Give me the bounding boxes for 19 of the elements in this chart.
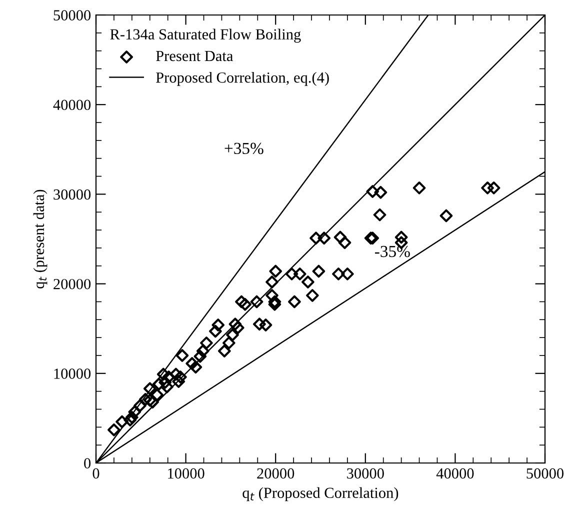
legend-title: R-134a Saturated Flow Boiling — [110, 28, 301, 43]
x-axis-title: q$_{t}$ (Proposed Correlation) — [242, 487, 398, 502]
y-tick-label: 20000 — [54, 278, 91, 290]
y-axis-title: q$_{t}$ (present data) — [33, 190, 48, 288]
y-tick-label: 10000 — [54, 368, 91, 379]
x-tick-label: 20000 — [257, 468, 294, 479]
legend-label: Present Data — [156, 50, 234, 62]
x-tick-label: 10000 — [168, 468, 204, 479]
y-tick-label: 50000 — [54, 10, 91, 20]
legend-label: Proposed Correlation, eq.(4) — [156, 72, 329, 86]
x-tick-label: 0 — [92, 468, 100, 479]
annotation: -35% — [375, 246, 410, 258]
y-tick-label: 0 — [84, 458, 91, 468]
y-tick-label: 40000 — [53, 100, 91, 110]
x-tick-label: 50000 — [526, 468, 564, 479]
y-tick-label: 30000 — [54, 189, 91, 200]
annotation: +35% — [224, 142, 264, 154]
x-tick-label: 30000 — [347, 468, 384, 479]
x-tick-label: 40000 — [436, 468, 474, 479]
